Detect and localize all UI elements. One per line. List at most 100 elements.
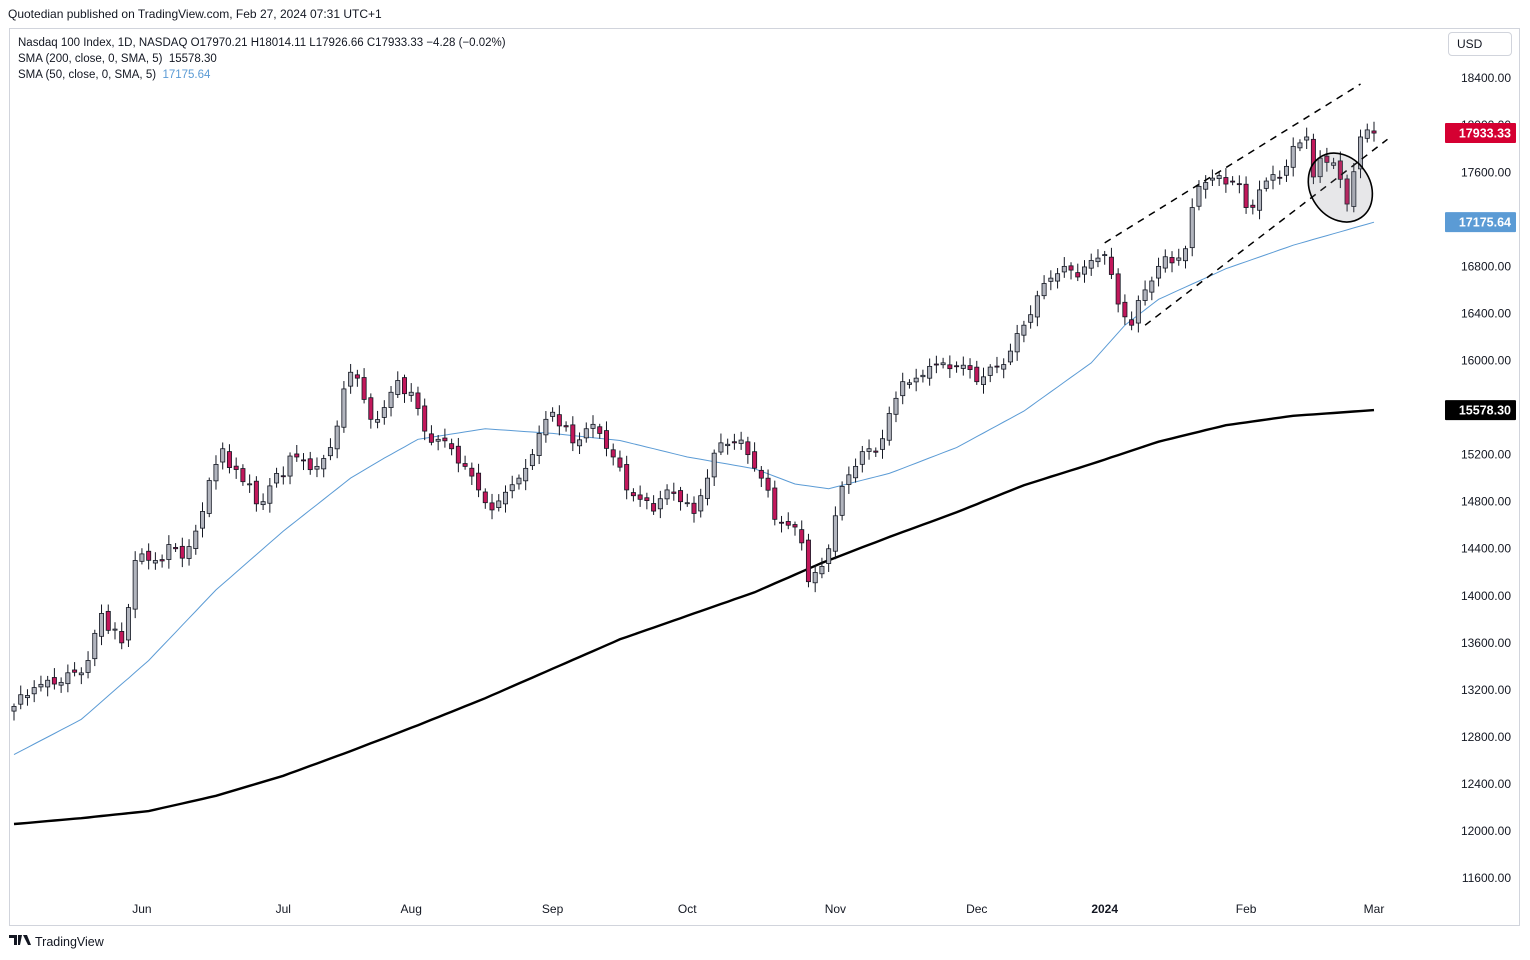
candle-body-up	[583, 428, 589, 439]
candle	[752, 442, 758, 472]
candle-body-down	[428, 433, 434, 443]
candle-body-up	[1034, 295, 1040, 318]
candle	[704, 469, 710, 506]
legend-sma50[interactable]: SMA (50, close, 0, SMA, 5) 17175.64	[18, 67, 506, 83]
candle	[240, 464, 246, 486]
candle-body-up	[1304, 136, 1310, 141]
candle	[933, 355, 939, 374]
candle-body-down	[651, 503, 657, 512]
candle	[765, 469, 771, 498]
candle-body-up	[1196, 185, 1202, 207]
candle-body-up	[832, 515, 838, 552]
candle	[502, 485, 508, 513]
candle	[92, 629, 98, 667]
candle	[253, 476, 259, 512]
y-tick-label: 16400.00	[1461, 306, 1511, 320]
candle-body-down	[678, 490, 684, 503]
candle	[1209, 169, 1215, 186]
candle	[779, 515, 785, 533]
candle-body-up	[819, 565, 825, 575]
chart-frame	[9, 28, 1520, 926]
x-tick-label: Aug	[401, 902, 422, 916]
candle-body-up	[1263, 180, 1269, 189]
candle-body-up	[1014, 333, 1020, 353]
legend-sma200[interactable]: SMA (200, close, 0, SMA, 5) 15578.30	[18, 51, 506, 67]
candle	[570, 416, 576, 452]
candle-body-down	[233, 465, 239, 470]
candle	[536, 425, 542, 465]
candle-body-up	[516, 477, 522, 485]
candle-body-down	[873, 450, 879, 453]
candle	[960, 356, 966, 376]
candle	[812, 565, 818, 593]
candle	[294, 444, 300, 462]
candle-body-up	[859, 451, 865, 465]
candle-body-down	[1129, 319, 1135, 326]
candle	[691, 496, 697, 523]
candle-body-up	[65, 672, 71, 685]
tradingview-brand[interactable]: TradingView	[9, 934, 104, 949]
candle-body-up	[1156, 265, 1162, 279]
candle-body-up	[846, 474, 852, 485]
candle-body-down	[72, 669, 78, 673]
candle-body-up	[960, 364, 966, 369]
candle	[45, 675, 51, 697]
candle	[913, 368, 919, 392]
x-tick-label: Mar	[1364, 902, 1385, 916]
candle	[496, 494, 502, 512]
candle	[11, 703, 17, 721]
candle	[1149, 276, 1155, 301]
candle	[152, 552, 158, 570]
candle-body-up	[866, 448, 872, 452]
candle-body-down	[954, 365, 960, 368]
candle	[678, 486, 684, 511]
currency-selector[interactable]: USD	[1448, 32, 1512, 56]
candle-body-up	[435, 438, 441, 442]
candle-body-up	[1021, 324, 1027, 336]
y-tick-label: 11600.00	[1462, 871, 1511, 885]
candle	[637, 485, 643, 507]
candle-body-up	[375, 419, 381, 423]
candle-body-up	[1257, 189, 1263, 211]
candle	[1014, 324, 1020, 361]
candle-body-down	[179, 545, 185, 559]
candle-body-down	[294, 453, 300, 458]
sma50-label: SMA (50, close, 0, SMA, 5)	[18, 69, 157, 81]
candle	[1230, 176, 1236, 186]
y-tick-label: 15200.00	[1461, 448, 1511, 462]
candle	[1283, 159, 1289, 182]
candle	[186, 539, 192, 566]
candle-body-up	[1095, 257, 1101, 263]
legend-main: Nasdaq 100 Index, 1D, NASDAQ O17970.21 H…	[18, 37, 506, 49]
y-tick-label: 14800.00	[1461, 495, 1511, 509]
candle	[58, 677, 64, 693]
candle-body-up	[1331, 162, 1337, 166]
x-tick-label: Jun	[132, 902, 151, 916]
candle-body-down	[462, 463, 468, 467]
candle-body-down	[1310, 138, 1316, 178]
candle	[1001, 358, 1007, 379]
x-tick-label: Feb	[1236, 902, 1257, 916]
candle-body-down	[1324, 155, 1330, 163]
candle-body-down	[1075, 272, 1081, 278]
candle	[940, 357, 946, 369]
candle	[99, 604, 105, 646]
price-label-text: 17933.33	[1459, 127, 1511, 141]
candle-body-up	[812, 572, 818, 584]
candle-body-down	[1223, 177, 1229, 185]
candle	[482, 488, 488, 509]
y-tick-label: 13200.00	[1461, 683, 1511, 697]
candle-body-down	[469, 467, 475, 477]
candle	[173, 543, 179, 552]
candle	[1048, 270, 1054, 291]
candle	[987, 364, 993, 383]
candle	[866, 439, 872, 460]
candle	[880, 429, 886, 459]
candle-body-down	[442, 437, 448, 442]
candle	[657, 490, 663, 519]
candle	[1351, 163, 1357, 213]
candle-body-up	[906, 382, 912, 385]
x-tick-label: Jul	[276, 902, 291, 916]
candle-body-up	[92, 632, 98, 660]
